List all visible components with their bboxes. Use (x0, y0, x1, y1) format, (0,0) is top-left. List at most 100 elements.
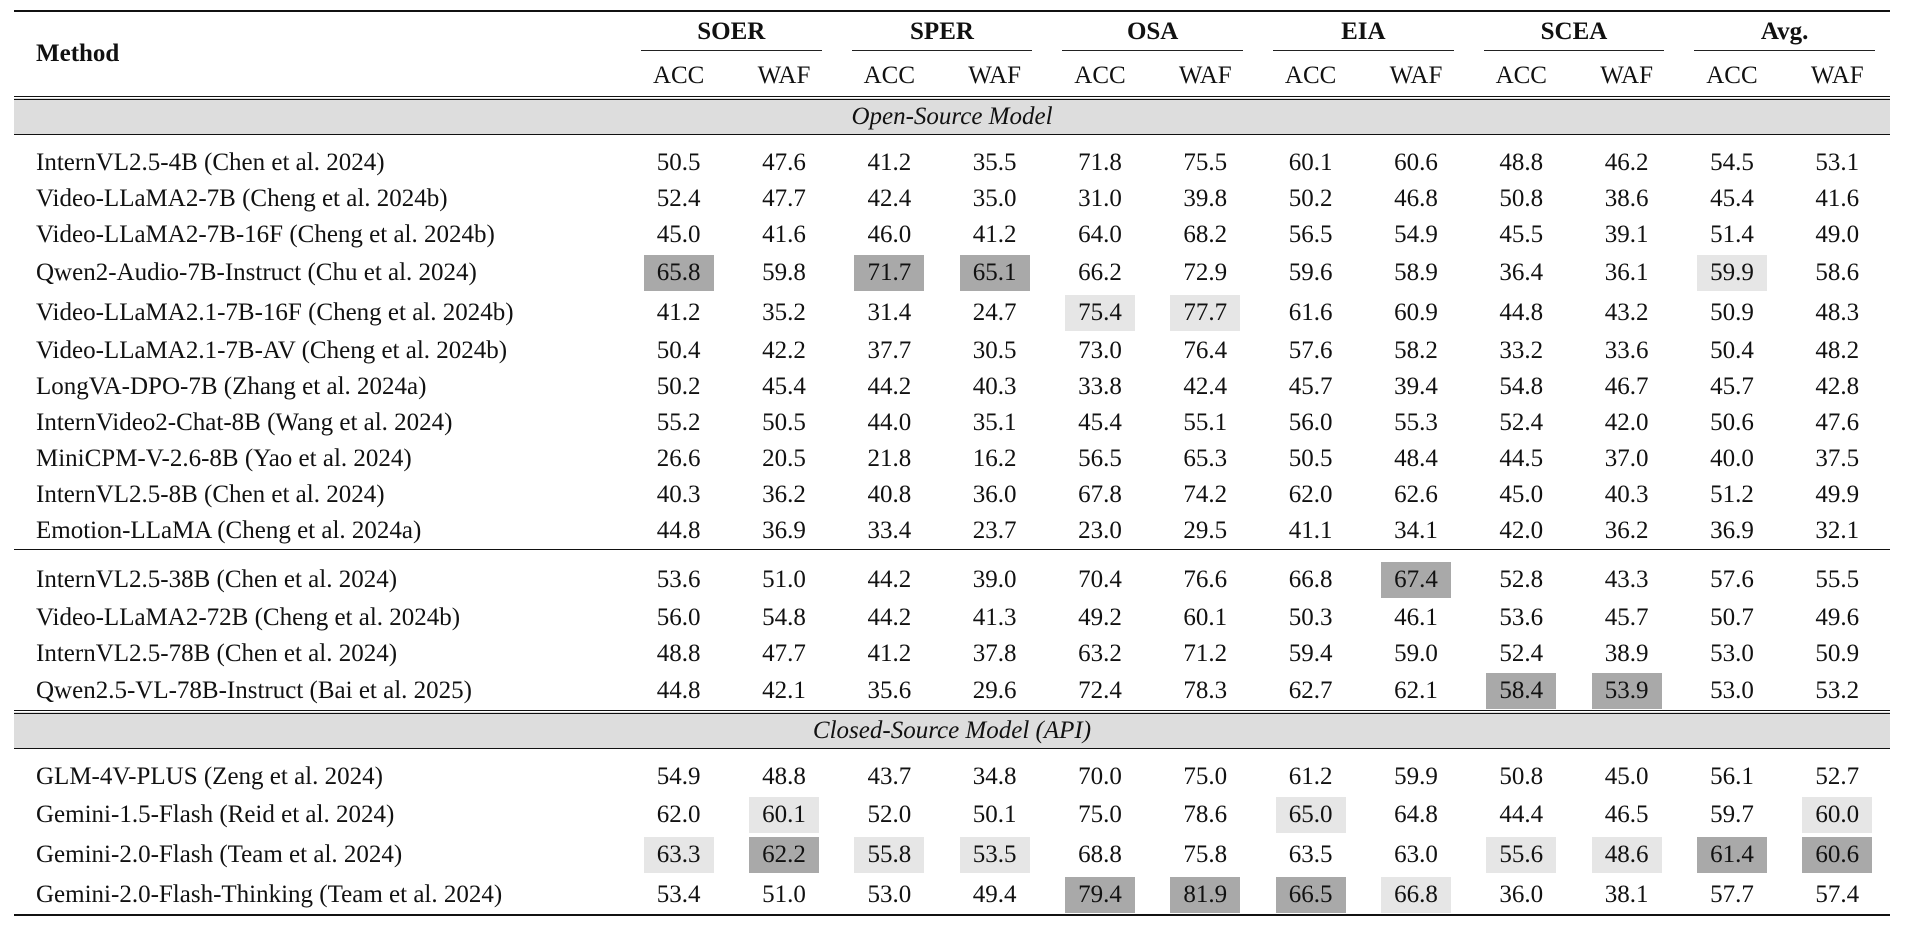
score-cell: 60.6 (1802, 837, 1873, 873)
score-cell: 59.9 (1696, 255, 1767, 291)
spacer-row (14, 135, 1890, 146)
score-cell: 42.2 (762, 337, 806, 364)
score-cell: 35.6 (867, 677, 912, 704)
score-cell: 56.5 (1288, 221, 1333, 248)
score-cell: 48.2 (1815, 337, 1860, 364)
score-cell: 56.0 (656, 604, 701, 631)
score-cell: 49.6 (1815, 604, 1860, 631)
method-name: Qwen2.5-VL-78B-Instruct (Bai et al. 2025… (36, 677, 472, 704)
score-cell: 44.8 (656, 677, 701, 704)
score-cell: 50.2 (1288, 185, 1333, 212)
score-cell: 35.2 (762, 299, 806, 326)
score-cell: 29.5 (1183, 517, 1228, 544)
score-cell: 23.7 (972, 517, 1017, 544)
section-open-source: Open-Source Model (14, 96, 1890, 135)
method-name: Video-LLaMA2-7B-16F (Cheng et al. 2024b) (36, 221, 495, 248)
score-cell: 45.0 (1604, 763, 1649, 790)
method-header: Method (14, 10, 626, 98)
score-cell: 48.8 (762, 763, 806, 790)
table-row: LongVA-DPO-7B (Zhang et al. 2024a) 50.2 45… (14, 369, 1890, 405)
score-cell: 62.2 (748, 837, 819, 873)
score-cell: 53.1 (1815, 149, 1860, 176)
score-cell: 53.6 (656, 566, 701, 593)
section-label: Open-Source Model (14, 96, 1890, 135)
score-cell: 53.0 (1710, 640, 1754, 667)
score-cell: 75.5 (1183, 149, 1228, 176)
score-cell: 57.6 (1288, 337, 1333, 364)
score-cell: 75.4 (1064, 295, 1135, 331)
score-cell: 40.8 (867, 481, 912, 508)
method-name: Video-LLaMA2-72B (Cheng et al. 2024b) (36, 604, 461, 631)
score-cell: 49.2 (1078, 604, 1122, 631)
score-cell: 53.4 (656, 880, 701, 908)
score-cell: 36.4 (1499, 259, 1544, 286)
score-cell: 67.4 (1380, 562, 1451, 598)
score-cell: 53.9 (1591, 673, 1662, 709)
group-header-soer: SOER (641, 18, 822, 51)
score-cell: 52.4 (656, 185, 701, 212)
score-cell: 53.6 (1499, 604, 1544, 631)
score-cell: 70.0 (1078, 763, 1122, 790)
score-cell: 36.0 (1499, 880, 1544, 908)
score-cell: 55.8 (854, 837, 925, 873)
score-cell: 36.1 (1604, 259, 1649, 286)
score-cell: 39.4 (1394, 373, 1438, 400)
score-cell: 51.2 (1710, 481, 1754, 508)
score-cell: 52.0 (867, 801, 912, 828)
subheader-waf: WAF (757, 62, 811, 89)
method-name: InternVL2.5-4B (Chen et al. 2024) (36, 149, 385, 176)
table-row: InternVL2.5-8B (Chen et al. 2024) 40.3 36.… (14, 477, 1890, 513)
table-body: Open-Source Model InternVL2.5-4B (Chen et… (14, 96, 1890, 916)
score-cell: 65.8 (643, 255, 714, 291)
method-name: Video-LLaMA2-7B (Cheng et al. 2024b) (36, 185, 448, 212)
score-cell: 38.9 (1604, 640, 1649, 667)
score-cell: 40.3 (972, 373, 1017, 400)
score-cell: 43.7 (867, 763, 912, 790)
score-cell: 50.9 (1710, 299, 1754, 326)
method-name: MiniCPM-V-2.6-8B (Yao et al. 2024) (36, 445, 412, 472)
score-cell: 45.5 (1499, 221, 1544, 248)
score-cell: 44.2 (867, 566, 912, 593)
score-cell: 54.8 (1499, 373, 1544, 400)
score-cell: 45.7 (1604, 604, 1649, 631)
subheader-acc: ACC (1495, 62, 1547, 89)
score-cell: 54.8 (762, 604, 806, 631)
score-cell: 63.2 (1078, 640, 1122, 667)
method-name: Emotion-LLaMA (Cheng et al. 2024a) (36, 517, 422, 544)
score-cell: 60.6 (1394, 149, 1438, 176)
method-name: InternVL2.5-78B (Chen et al. 2024) (36, 640, 398, 667)
score-cell: 49.0 (1815, 221, 1860, 248)
subheader-waf: WAF (968, 62, 1022, 89)
score-cell: 45.4 (1078, 409, 1122, 436)
subheader-waf: WAF (1389, 62, 1443, 89)
score-cell: 50.4 (1710, 337, 1754, 364)
score-cell: 75.0 (1078, 801, 1122, 828)
score-cell: 65.3 (1183, 445, 1228, 472)
score-cell: 62.7 (1288, 677, 1333, 704)
section-closed-source: Closed-Source Model (API) (14, 710, 1890, 749)
score-cell: 67.8 (1078, 481, 1122, 508)
score-cell: 49.4 (972, 880, 1017, 908)
score-cell: 20.5 (762, 445, 806, 472)
score-cell: 41.1 (1288, 517, 1333, 544)
score-cell: 51.0 (762, 566, 806, 593)
score-cell: 45.7 (1288, 373, 1333, 400)
subheader-acc: ACC (1284, 62, 1337, 89)
score-cell: 50.3 (1288, 604, 1333, 631)
score-cell: 36.2 (1604, 517, 1649, 544)
score-cell: 45.0 (1499, 481, 1544, 508)
table-row: Gemini-1.5-Flash (Reid et al. 2024) 62.0 6… (14, 795, 1890, 835)
score-cell: 55.3 (1394, 409, 1438, 436)
score-cell: 43.2 (1604, 299, 1649, 326)
table-row: InternVideo2-Chat-8B (Wang et al. 2024) 5… (14, 405, 1890, 441)
score-cell: 48.8 (656, 640, 701, 667)
score-cell: 44.8 (1499, 299, 1544, 326)
score-cell: 78.3 (1183, 677, 1228, 704)
score-cell: 75.0 (1183, 763, 1228, 790)
score-cell: 46.5 (1604, 801, 1649, 828)
score-cell: 65.1 (959, 255, 1030, 291)
score-cell: 30.5 (972, 337, 1017, 364)
score-cell: 44.0 (867, 409, 912, 436)
method-name: InternVL2.5-38B (Chen et al. 2024) (36, 566, 398, 593)
score-cell: 50.9 (1815, 640, 1860, 667)
